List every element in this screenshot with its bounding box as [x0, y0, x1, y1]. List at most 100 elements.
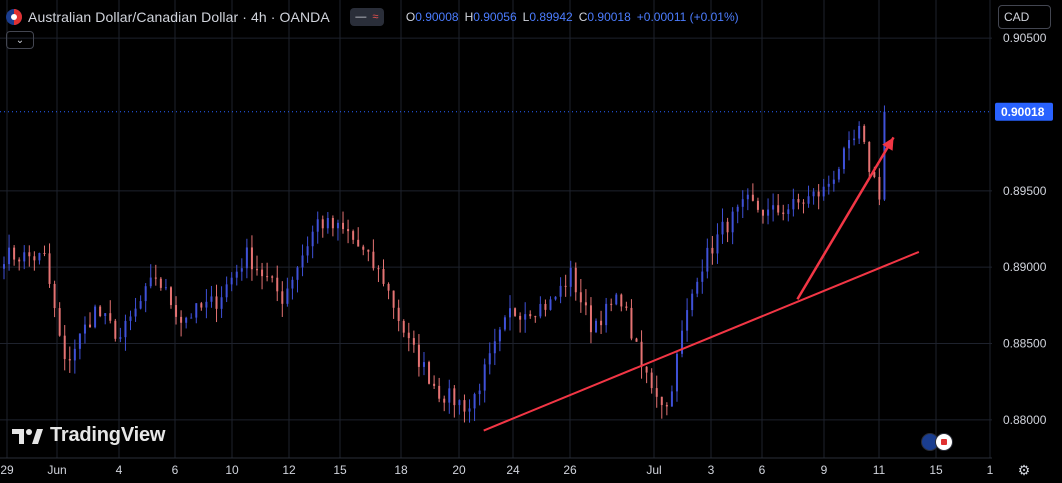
- candle-body-44: [225, 284, 228, 298]
- symbol-flags[interactable]: [921, 433, 953, 451]
- candle-body-4: [23, 252, 26, 262]
- candle-body-83: [422, 362, 425, 367]
- candle-body-170: [863, 126, 866, 142]
- candle-body-133: [675, 353, 678, 392]
- candle-body-131: [665, 405, 668, 407]
- candle-body-168: [853, 138, 856, 141]
- currency-label: CAD: [1004, 10, 1030, 24]
- x-tick-label-9: 24: [506, 463, 520, 477]
- candle-body-58: [296, 267, 299, 280]
- candle-body-140: [711, 247, 714, 254]
- candle-body-136: [691, 293, 694, 311]
- candle-body-151: [767, 209, 770, 216]
- y-tick-label-4: 0.88000: [1003, 413, 1047, 427]
- candle-body-125: [635, 338, 638, 342]
- candle-body-71: [362, 246, 365, 250]
- x-tick-label-0: 29: [0, 463, 14, 477]
- candle-body-22: [114, 320, 117, 339]
- tradingview-logo[interactable]: TradingView: [12, 424, 165, 447]
- candle-body-107: [544, 303, 547, 310]
- candle-body-156: [792, 199, 795, 210]
- candle-body-109: [554, 296, 557, 300]
- candle-body-166: [842, 148, 845, 170]
- candle-body-66: [336, 222, 339, 229]
- x-tick-label-6: 15: [333, 463, 347, 477]
- candle-body-118: [600, 320, 603, 326]
- candle-body-165: [837, 169, 840, 180]
- candle-body-30: [154, 277, 157, 279]
- cad-flag-icon: [935, 433, 953, 451]
- candle-body-55: [281, 291, 284, 304]
- candle-body-113: [574, 267, 577, 293]
- candle-body-9: [48, 253, 51, 284]
- candle-body-82: [417, 344, 420, 367]
- candle-body-150: [762, 209, 764, 216]
- candle-body-134: [681, 330, 684, 354]
- open-value: 0.90008: [415, 10, 459, 24]
- candle-body-56: [286, 288, 289, 304]
- candle-body-126: [640, 341, 643, 367]
- candle-body-38: [195, 303, 198, 318]
- candle-body-174: [883, 111, 886, 200]
- candle-body-128: [650, 372, 653, 389]
- x-tick-label-16: 15: [929, 463, 943, 477]
- minus-icon[interactable]: —: [355, 11, 367, 23]
- candle-body-171: [868, 141, 871, 172]
- candle-body-164: [832, 179, 835, 184]
- last-price-label: 0.90018: [1001, 105, 1045, 119]
- x-tick-label-12: 3: [708, 463, 715, 477]
- indicator-toggle-pill[interactable]: — ≈: [349, 8, 384, 26]
- candle-body-21: [109, 313, 112, 321]
- x-tick-label-14: 9: [821, 463, 828, 477]
- candle-body-14: [73, 348, 76, 361]
- candle-body-15: [78, 333, 81, 349]
- candle-body-13: [68, 359, 71, 361]
- candle-body-92: [468, 408, 471, 412]
- candle-body-163: [827, 183, 830, 187]
- candle-body-0: [3, 264, 5, 269]
- candle-body-70: [357, 239, 360, 247]
- candle-body-100: [509, 308, 511, 318]
- symbol-title[interactable]: Australian Dollar/Canadian Dollar · 4h ·…: [28, 9, 330, 25]
- close-value: 0.90018: [587, 10, 631, 24]
- wave-icon[interactable]: ≈: [372, 11, 379, 23]
- candle-body-104: [529, 314, 532, 317]
- candle-body-93: [473, 394, 476, 409]
- candle-body-75: [382, 269, 385, 284]
- candle-body-172: [873, 171, 876, 177]
- open-label: O: [405, 10, 416, 24]
- x-tick-label-8: 20: [452, 463, 466, 477]
- candle-body-106: [539, 303, 542, 317]
- candle-body-99: [503, 317, 506, 330]
- candle-body-8: [43, 253, 46, 255]
- candle-body-43: [220, 297, 223, 309]
- candle-body-88: [448, 388, 451, 403]
- candle-body-87: [443, 398, 446, 403]
- candle-body-122: [620, 294, 623, 307]
- x-tick-label-1: Jun: [47, 463, 66, 477]
- gear-icon[interactable]: ⚙: [1017, 461, 1031, 478]
- tradingview-logo-icon: [12, 428, 43, 444]
- candle-body-111: [564, 285, 567, 287]
- candle-body-97: [493, 341, 496, 354]
- candle-body-98: [498, 329, 501, 342]
- candle-body-23: [119, 337, 122, 339]
- currency-selector[interactable]: CAD: [998, 5, 1051, 29]
- candle-body-130: [660, 396, 663, 406]
- candle-body-116: [589, 305, 592, 333]
- candle-body-52: [266, 276, 269, 278]
- candle-body-123: [625, 306, 628, 308]
- candle-body-94: [478, 390, 481, 395]
- candle-body-159: [807, 196, 810, 204]
- x-tick-label-15: 11: [873, 463, 886, 477]
- candle-body-40: [205, 301, 208, 308]
- candle-body-135: [686, 310, 689, 331]
- candle-body-80: [407, 332, 410, 339]
- candle-body-26: [134, 308, 137, 317]
- candle-body-5: [28, 252, 31, 257]
- candle-body-149: [756, 200, 759, 210]
- candle-body-91: [463, 400, 466, 412]
- collapse-legend-button[interactable]: ⌄: [6, 31, 34, 49]
